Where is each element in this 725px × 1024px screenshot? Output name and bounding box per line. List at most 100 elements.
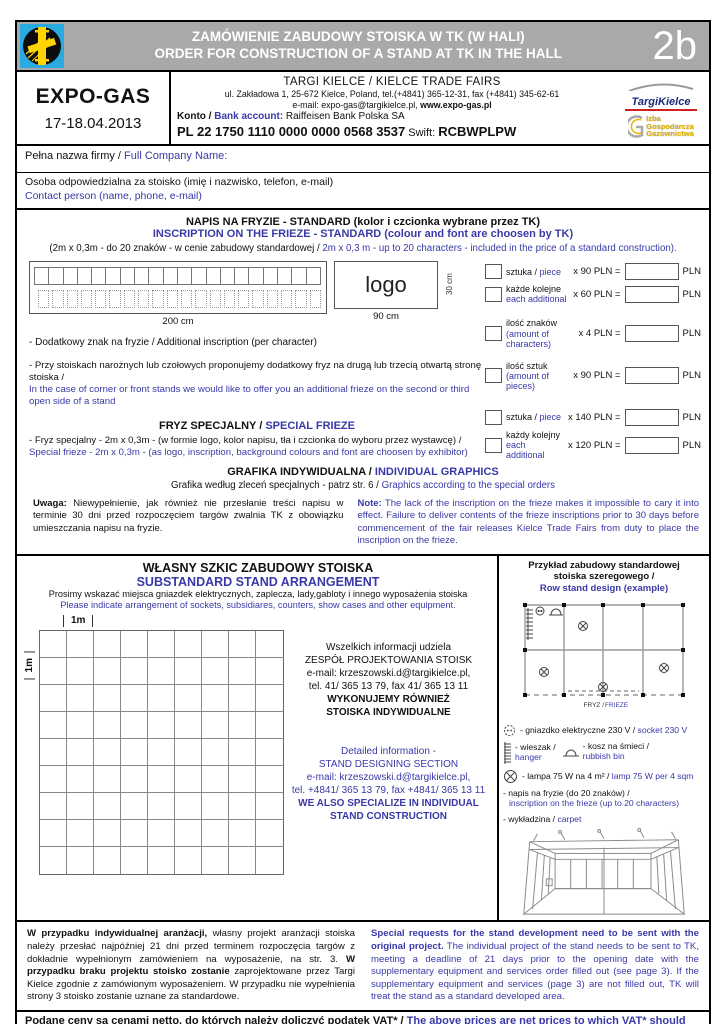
- special-frieze-title: FRYZ SPECJALNY / SPECIAL FRIEZE: [29, 420, 485, 432]
- frieze-section: NAPIS NA FRYZIE - STANDARD (kolor i czci…: [17, 210, 709, 556]
- sketch-grid[interactable]: [39, 629, 284, 875]
- price-checkbox[interactable]: [485, 437, 502, 453]
- frieze-title-en: INSCRIPTION ON THE FRIEZE - STANDARD (co…: [152, 228, 574, 241]
- price-label-en: each additional: [506, 294, 567, 305]
- organizer-name: TARGI KIELCE / KIELCE TRADE FAIRS: [283, 76, 501, 88]
- socket-symbol: [535, 606, 545, 616]
- individual-arrangement-section: W przypadku indywidualnej aranżacji, wła…: [17, 922, 709, 1013]
- frieze-size-note-en: 2m x 0,3 m - up to 20 characters - inclu…: [322, 243, 677, 255]
- konto-label-pl: Konto /: [177, 111, 215, 123]
- vat-bar: Podane ceny są cenami netto, do których …: [17, 1012, 709, 1024]
- contact-en-bold-line: WE ALSO SPECIALIZE IN INDIVIDUAL: [298, 797, 479, 809]
- contact-pl-line[interactable]: e-mail: krzeszowski.d@targikielce.pl,: [306, 667, 471, 679]
- hanger-symbol: [526, 608, 533, 641]
- legend-inscription-text: - napis na fryzie (do 20 znaków) / inscri…: [503, 788, 679, 809]
- targi-kielce-logo: TargiKielce: [625, 78, 697, 111]
- frieze-logo-width-label: 90 cm: [373, 311, 399, 323]
- price-amount-box[interactable]: [624, 263, 679, 281]
- company-name-label-pl: Pełna nazwa firmy /: [25, 150, 125, 162]
- contact-en-line[interactable]: e-mail: krzeszowski.d@targikielce.pl,: [306, 771, 471, 783]
- individual-paragraph-pl: W przypadku indywidualnej aranżacji, wła…: [27, 928, 355, 1004]
- company-name-field[interactable]: Pełna nazwa firmy / Full Company Name:: [17, 146, 709, 173]
- graphics-subtitle-pl: Grafika według zleceń specjalnych - patr…: [171, 480, 382, 492]
- grid-scale-horizontal: 1m: [63, 614, 94, 627]
- price-amount-box[interactable]: [624, 408, 679, 426]
- sketch-left: WŁASNY SZKIC ZABUDOWY STOISKA SUBSTANDAR…: [17, 556, 497, 921]
- price-formula: x 140 PLN =: [567, 411, 621, 423]
- legend-inscription: - napis na fryzie (do 20 znaków) / inscri…: [503, 788, 705, 809]
- graphics-subtitle-en: Graphics according to the special orders: [381, 480, 555, 492]
- price-unit: PLN: [682, 370, 701, 382]
- targi-kielce-logo-text: TargiKielce: [631, 95, 691, 108]
- bin-symbol: [549, 608, 563, 616]
- company-name-label-en: Full Company Name:: [124, 150, 228, 162]
- form-title: ZAMÓWIENIE ZABUDOWY STOISKA W TK (W HALI…: [64, 29, 653, 63]
- price-row-piece: sztuka / piece x 90 PLN = PLN: [485, 263, 701, 281]
- sketch-title-pl: WŁASNY SZKIC ZABUDOWY STOISKA: [142, 560, 374, 575]
- lamp-symbols: [539, 621, 669, 693]
- additional-inscription-line: - Dodatkowy znak na fryzie / Additional …: [29, 337, 317, 349]
- contact-pl-line: tel. 41/ 365 13 79, fax 41/ 365 13 11: [308, 680, 469, 692]
- individual-pl-text-1: własny projekt aranżacji stoiska należy …: [27, 928, 355, 965]
- legend-hanger-en: hanger: [515, 752, 542, 763]
- english-note: Note: The lack of the inscription on the…: [357, 498, 699, 547]
- frieze-logo-box[interactable]: logo: [334, 261, 438, 310]
- contact-pl-line: Wszelkich informacji udziela: [325, 641, 452, 653]
- legend-lamp-text: - lampa 75 W na 4 m² / lamp 75 W per 4 s…: [522, 771, 693, 781]
- price-checkbox[interactable]: [485, 409, 502, 425]
- organizer-email-line: e-mail: expo-gas@targikielce.pl, www.exp…: [177, 100, 607, 111]
- price-label-en: (amount of pieces): [506, 370, 550, 391]
- price-label-pl: sztuka /: [506, 412, 540, 423]
- price-amount-box[interactable]: [624, 325, 679, 343]
- price-checkbox[interactable]: [485, 264, 502, 280]
- price-amount-box[interactable]: [624, 285, 679, 303]
- frieze-notes-row: Uwaga: Niewypełnienie, jak również nie p…: [25, 498, 701, 549]
- lamp-icon: [504, 770, 517, 784]
- frieze-char-row-solid[interactable]: [34, 267, 321, 286]
- frieze-size-note-pl: (2m x 0,3m - do 20 znaków - w cenie zabu…: [49, 243, 323, 255]
- graphics-title: GRAFIKA INDYWIDUALNA / INDIVIDUAL GRAPHI…: [25, 466, 701, 478]
- vat-line-en: The above prices are net prices to which…: [406, 1015, 686, 1024]
- legend-bin-text: - kosz na śmieci / rubbish bin: [583, 741, 649, 762]
- price-formula: x 60 PLN =: [573, 288, 621, 300]
- price-amount-box[interactable]: [624, 367, 679, 385]
- special-frieze-en: Special frieze - 2m x 0,3m - (as logo, i…: [29, 447, 468, 459]
- bank-name: Raiffeisen Bank Polska SA: [283, 111, 405, 123]
- iban-number: PL 22 1750 1110 0000 0000 0568 3537: [177, 123, 406, 139]
- uwaga-text: Niewypełnienie, jak również nie przesłan…: [33, 498, 344, 534]
- legend-hanger-text: - wieszak / hanger: [515, 742, 556, 763]
- example-title: Przykład zabudowy standardowej stoiska s…: [528, 560, 680, 596]
- corner-stand-pl: - Przy stoiskach narożnych lub czołowych…: [29, 360, 482, 384]
- organizer-email: e-mail: expo-gas@targikielce.pl,: [292, 99, 421, 110]
- price-checkbox[interactable]: [485, 368, 502, 384]
- frieze-inscription-area: 200 cm: [29, 261, 327, 327]
- price-checkbox[interactable]: [485, 326, 502, 342]
- legend-socket: - gniazdko elektryczne 230 V / socket 23…: [503, 724, 705, 737]
- frieze-char-row-dotted[interactable]: [35, 290, 321, 309]
- event-name: EXPO-GAS: [35, 84, 151, 108]
- contact-en-line: STAND DESIGNING SECTION: [318, 758, 459, 770]
- expo-gas-fair-logo-icon: [20, 24, 64, 68]
- form-title-pl: ZAMÓWIENIE ZABUDOWY STOISKA W TK (W HALI…: [191, 29, 525, 45]
- price-unit: PLN: [682, 411, 701, 423]
- price-amount-box[interactable]: [624, 436, 679, 454]
- legend-socket-pl: - gniazdko elektryczne 230 V /: [520, 725, 638, 736]
- price-label-pl: ilość znaków: [506, 318, 558, 329]
- sketch-title-en: SUBSTANDARD STAND ARRANGEMENT: [136, 574, 380, 589]
- individual-en-bold: Special requests for the stand developme…: [371, 928, 699, 952]
- individual-pl-bold-2: W przypadku braku projektu stoisko zosta…: [27, 953, 355, 978]
- price-label: każdy kolejny each additional: [506, 430, 564, 460]
- contact-label-pl: Osoba odpowiedzialna za stoisko (imię i …: [25, 176, 334, 188]
- frieze-prices: sztuka / piece x 90 PLN = PLN każde kole…: [485, 261, 701, 464]
- legend-hanger-pl: - wieszak /: [515, 742, 556, 753]
- frieze-title-pl: NAPIS NA FRYZIE - STANDARD (kolor i czci…: [185, 216, 541, 229]
- legend-carpet-text: - wykładzina / carpet: [503, 814, 581, 824]
- contact-info-en: Detailed information - STAND DESIGNING S…: [284, 745, 493, 823]
- bank-account-line: Konto / Bank account: Raiffeisen Bank Po…: [177, 111, 607, 123]
- price-checkbox[interactable]: [485, 286, 502, 302]
- organizer-website[interactable]: www.expo-gas.pl: [420, 99, 492, 110]
- contact-info-pl: Wszelkich informacji udziela ZESPÓŁ PROJ…: [284, 641, 493, 719]
- contact-person-field[interactable]: Osoba odpowiedzialna za stoisko (imię i …: [17, 173, 709, 211]
- frieze-height-label: 30 cm: [445, 273, 454, 296]
- uwaga-note: Uwaga: Niewypełnienie, jak również nie p…: [33, 498, 343, 547]
